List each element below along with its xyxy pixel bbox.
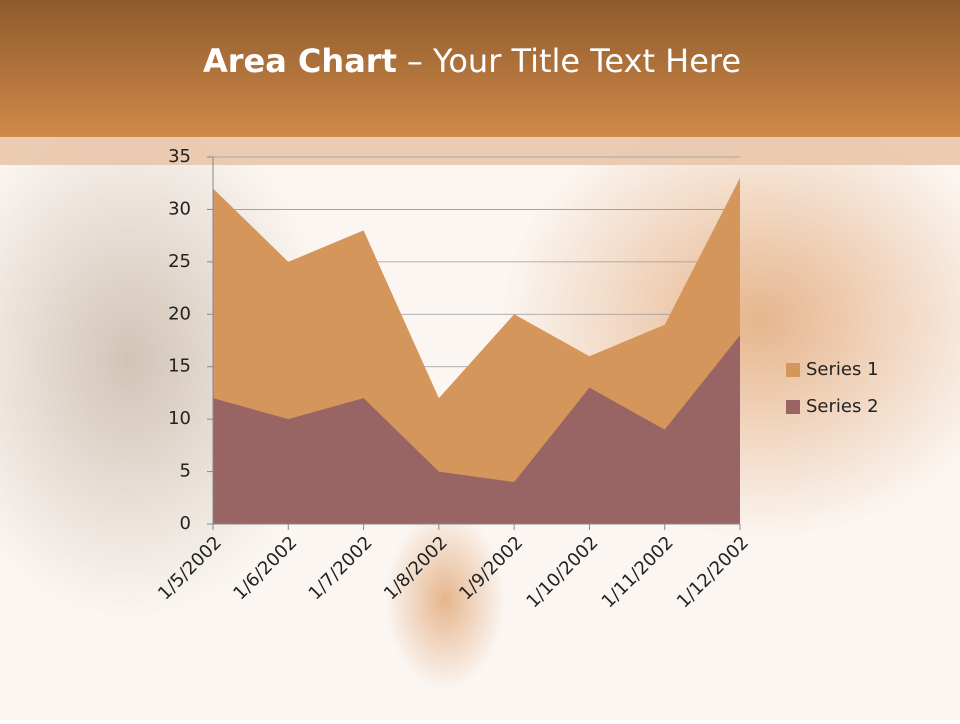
title-rest: – Your Title Text Here (407, 42, 741, 80)
title-bold: Area Chart (203, 42, 397, 80)
legend-label: Series 2 (806, 396, 879, 417)
y-tick-label: 20 (168, 303, 191, 324)
accent-band (0, 137, 960, 165)
y-tick-label: 25 (168, 251, 191, 272)
y-tick-label: 10 (168, 408, 191, 429)
legend-swatch (786, 400, 800, 414)
y-tick-label: 5 (180, 461, 191, 482)
paw-image (385, 510, 505, 690)
area (213, 335, 740, 524)
y-tick-label: 15 (168, 356, 191, 377)
slide-title: Area Chart – Your Title Text Here (203, 42, 741, 80)
y-tick-label: 30 (168, 198, 191, 219)
y-tick-label: 35 (168, 146, 191, 167)
y-tick-label: 0 (180, 513, 191, 534)
title-band (0, 0, 960, 137)
legend-label: Series 1 (806, 359, 879, 380)
legend-swatch (786, 363, 800, 377)
